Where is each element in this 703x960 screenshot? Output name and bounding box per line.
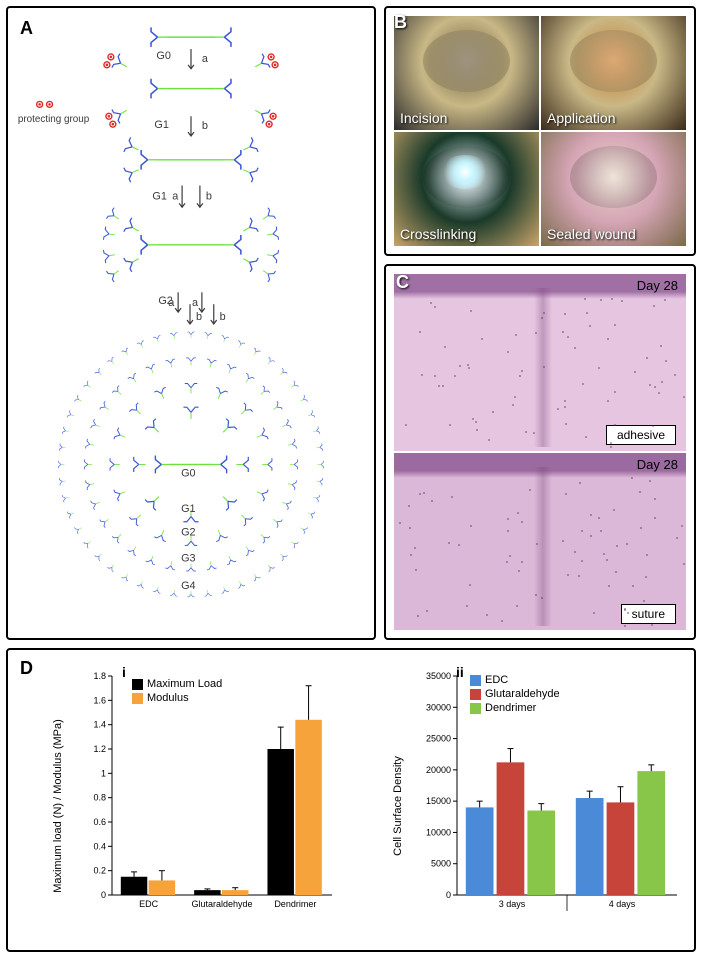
panel-d: D i 00.20.40.60.811.21.41.61.8EDCGlutara…: [6, 648, 696, 952]
svg-text:10000: 10000: [426, 827, 451, 837]
chart-i-ylabel: Maximum load (N) / Modulus (MPa): [52, 716, 64, 896]
svg-text:G1: G1: [181, 503, 196, 515]
svg-text:0.2: 0.2: [93, 866, 106, 876]
legend-item: Maximum Load: [132, 678, 222, 690]
legend-text: EDC: [485, 674, 508, 686]
svg-text:0: 0: [446, 890, 451, 900]
photo-grid: Incision Application Crosslinking Sealed…: [394, 16, 686, 246]
histology-box-label: adhesive: [606, 425, 676, 445]
svg-text:20000: 20000: [426, 765, 451, 775]
svg-text:Dendrimer: Dendrimer: [274, 899, 316, 909]
panel-c-label: C: [396, 272, 409, 293]
legend-swatch: [470, 703, 481, 714]
panel-a-label: A: [20, 18, 33, 39]
legend-text: Glutaraldehyde: [485, 688, 560, 700]
svg-text:1.6: 1.6: [93, 695, 106, 705]
svg-text:5000: 5000: [431, 859, 451, 869]
svg-text:a: a: [192, 297, 199, 309]
photo-caption: Application: [547, 110, 616, 126]
panel-a: A G0aprotecting groupG1bG1abG2ababG0G1G2…: [6, 6, 376, 640]
svg-text:b: b: [196, 311, 202, 323]
legend-swatch: [470, 689, 481, 700]
svg-text:G4: G4: [181, 580, 196, 592]
svg-text:1.8: 1.8: [93, 671, 106, 681]
svg-text:0.6: 0.6: [93, 817, 106, 827]
svg-text:a: a: [202, 53, 209, 65]
svg-text:a: a: [168, 297, 175, 309]
legend-item: Dendrimer: [470, 702, 560, 714]
histology-box-label: suture: [621, 604, 676, 624]
svg-text:G2: G2: [181, 527, 196, 539]
svg-text:G0: G0: [156, 50, 171, 62]
svg-text:0: 0: [101, 890, 106, 900]
legend-item: Modulus: [132, 692, 222, 704]
svg-text:a: a: [172, 190, 179, 202]
svg-text:4 days: 4 days: [609, 899, 636, 909]
svg-text:0.4: 0.4: [93, 841, 106, 851]
svg-text:b: b: [202, 120, 208, 132]
photo-caption: Crosslinking: [400, 226, 476, 242]
histology-adhesive: Day 28 adhesive: [394, 274, 686, 451]
svg-text:0.8: 0.8: [93, 793, 106, 803]
photo-incision: Incision: [394, 16, 539, 130]
chart-ii-ylabel: Cell Surface Density: [392, 736, 404, 876]
photo-caption: Incision: [400, 110, 447, 126]
legend-item: Glutaraldehyde: [470, 688, 560, 700]
histology-day-label: Day 28: [637, 457, 678, 472]
svg-text:EDC: EDC: [139, 899, 159, 909]
photo-caption: Sealed wound: [547, 226, 636, 242]
svg-text:protecting group: protecting group: [18, 114, 90, 125]
chart-i-legend: Maximum Load Modulus: [132, 678, 222, 706]
svg-text:35000: 35000: [426, 671, 451, 681]
panel-b: B Incision Application Crosslinking Seal…: [384, 6, 696, 256]
svg-text:25000: 25000: [426, 734, 451, 744]
histology-suture: Day 28 suture: [394, 453, 686, 630]
svg-text:30000: 30000: [426, 702, 451, 712]
legend-text: Maximum Load: [147, 678, 222, 690]
svg-text:b: b: [206, 190, 212, 202]
legend-swatch: [132, 693, 143, 704]
legend-swatch: [132, 679, 143, 690]
panel-d-label: D: [20, 658, 33, 679]
svg-text:G3: G3: [181, 552, 196, 564]
panel-c: C Day 28 adhesive Day 28 suture: [384, 264, 696, 640]
legend-text: Modulus: [147, 692, 189, 704]
photo-sealed-wound: Sealed wound: [541, 132, 686, 246]
legend-swatch: [470, 675, 481, 686]
panel-b-label: B: [394, 12, 407, 33]
chart-i: 0 0.2 0.4 0.6 0.8 1 1.2 1.4 1.6 1.8 EDC Glutaraldeh…: [78, 670, 338, 925]
histology-day-label: Day 28: [637, 278, 678, 293]
photo-crosslinking: Crosslinking: [394, 132, 539, 246]
photo-application: Application: [541, 16, 686, 130]
svg-text:G0: G0: [181, 467, 196, 479]
svg-text:1: 1: [101, 768, 106, 778]
svg-text:3 days: 3 days: [499, 899, 526, 909]
svg-text:G1: G1: [154, 119, 169, 131]
legend-item: EDC: [470, 674, 560, 686]
svg-text:15000: 15000: [426, 796, 451, 806]
svg-text:b: b: [220, 311, 226, 323]
svg-text:G1: G1: [152, 190, 167, 202]
svg-text:Glutaraldehyde: Glutaraldehyde: [191, 899, 252, 909]
dendrimer-diagram: G0aprotecting groupG1bG1abG2ababG0G1G2G3…: [8, 8, 374, 638]
legend-text: Dendrimer: [485, 702, 536, 714]
svg-text:1.4: 1.4: [93, 720, 106, 730]
chart-ii-legend: EDC Glutaraldehyde Dendrimer: [470, 674, 560, 716]
svg-text:1.2: 1.2: [93, 744, 106, 754]
